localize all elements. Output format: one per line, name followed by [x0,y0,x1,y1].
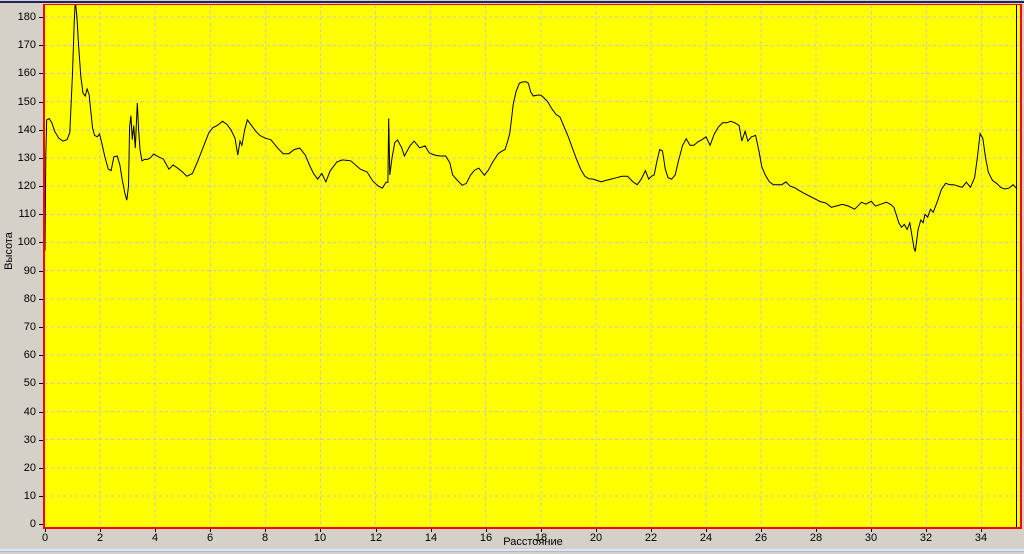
y-tick-label: 110 [18,208,36,220]
x-tick-mark [45,529,46,532]
x-tick-mark [871,529,872,532]
y-tick-label: 140 [17,124,36,136]
elevation-chart [45,5,1020,527]
x-axis-title: Расстояние [503,536,563,548]
y-tick-label: 40 [23,406,36,418]
x-tick-label: 2 [96,532,104,544]
x-tick-mark [265,529,266,532]
x-tick-label: 0 [41,532,49,544]
x-tick-label: 22 [644,532,658,544]
y-tick-mark [39,524,43,525]
y-tick-label: 80 [23,293,36,305]
y-tick-label: 10 [23,490,36,502]
y-tick-label: 120 [17,180,36,192]
y-tick-label: 100 [17,236,36,248]
y-tick-label: 180 [17,11,36,23]
y-tick-label: 150 [17,96,36,108]
gridlines [45,5,1020,527]
plot-area[interactable] [43,4,1022,529]
y-tick-mark [39,355,43,356]
x-tick-mark [431,529,432,532]
y-tick-mark [39,214,43,215]
y-tick-label: 160 [17,67,36,79]
y-tick-mark [39,73,43,74]
x-tick-mark [596,529,597,532]
x-tick-mark [706,529,707,532]
x-tick-label: 20 [589,532,603,544]
x-tick-mark [376,529,377,532]
x-tick-label: 30 [864,532,878,544]
y-tick-mark [39,17,43,18]
y-tick-mark [39,440,43,441]
x-tick-mark [541,529,542,532]
x-tick-mark [816,529,817,532]
y-tick-label: 170 [17,39,36,51]
y-tick-mark [39,412,43,413]
y-tick-label: 50 [23,377,36,389]
x-tick-mark [210,529,211,532]
y-tick-mark [39,45,43,46]
y-tick-mark [39,102,43,103]
x-tick-mark [486,529,487,532]
y-tick-label: 20 [23,462,36,474]
y-tick-label: 60 [23,349,36,361]
y-tick-mark [39,242,43,243]
x-tick-label: 8 [261,532,269,544]
x-tick-mark [651,529,652,532]
y-tick-label: 90 [23,265,36,277]
y-tick-label: 30 [23,434,36,446]
y-tick-mark [39,130,43,131]
y-tick-mark [39,327,43,328]
x-tick-mark [926,529,927,532]
y-tick-label: 0 [29,518,36,530]
x-tick-label: 4 [151,532,159,544]
window-bottom-edge [0,549,1024,552]
x-tick-label: 16 [479,532,493,544]
x-tick-label: 12 [369,532,383,544]
y-tick-mark [39,186,43,187]
x-tick-label: 26 [754,532,768,544]
x-tick-mark [320,529,321,532]
x-tick-label: 6 [206,532,214,544]
x-tick-mark [761,529,762,532]
x-tick-mark [981,529,982,532]
x-tick-label: 24 [699,532,713,544]
x-tick-label: 28 [809,532,823,544]
y-tick-mark [39,383,43,384]
window-top-edge [0,1,1024,3]
y-tick-mark [39,496,43,497]
y-tick-mark [39,158,43,159]
elevation-line [45,5,1018,252]
y-tick-label: 70 [23,321,36,333]
x-tick-label: 32 [919,532,933,544]
x-tick-mark [155,529,156,532]
y-tick-mark [39,468,43,469]
y-tick-label: 130 [17,152,36,164]
y-axis-title: Высота [3,232,15,270]
x-tick-label: 10 [313,532,327,544]
x-tick-label: 34 [974,532,988,544]
x-tick-label: 14 [424,532,438,544]
x-tick-mark [100,529,101,532]
x-tick-label: 18 [534,532,548,544]
y-tick-mark [39,271,43,272]
y-tick-mark [39,299,43,300]
